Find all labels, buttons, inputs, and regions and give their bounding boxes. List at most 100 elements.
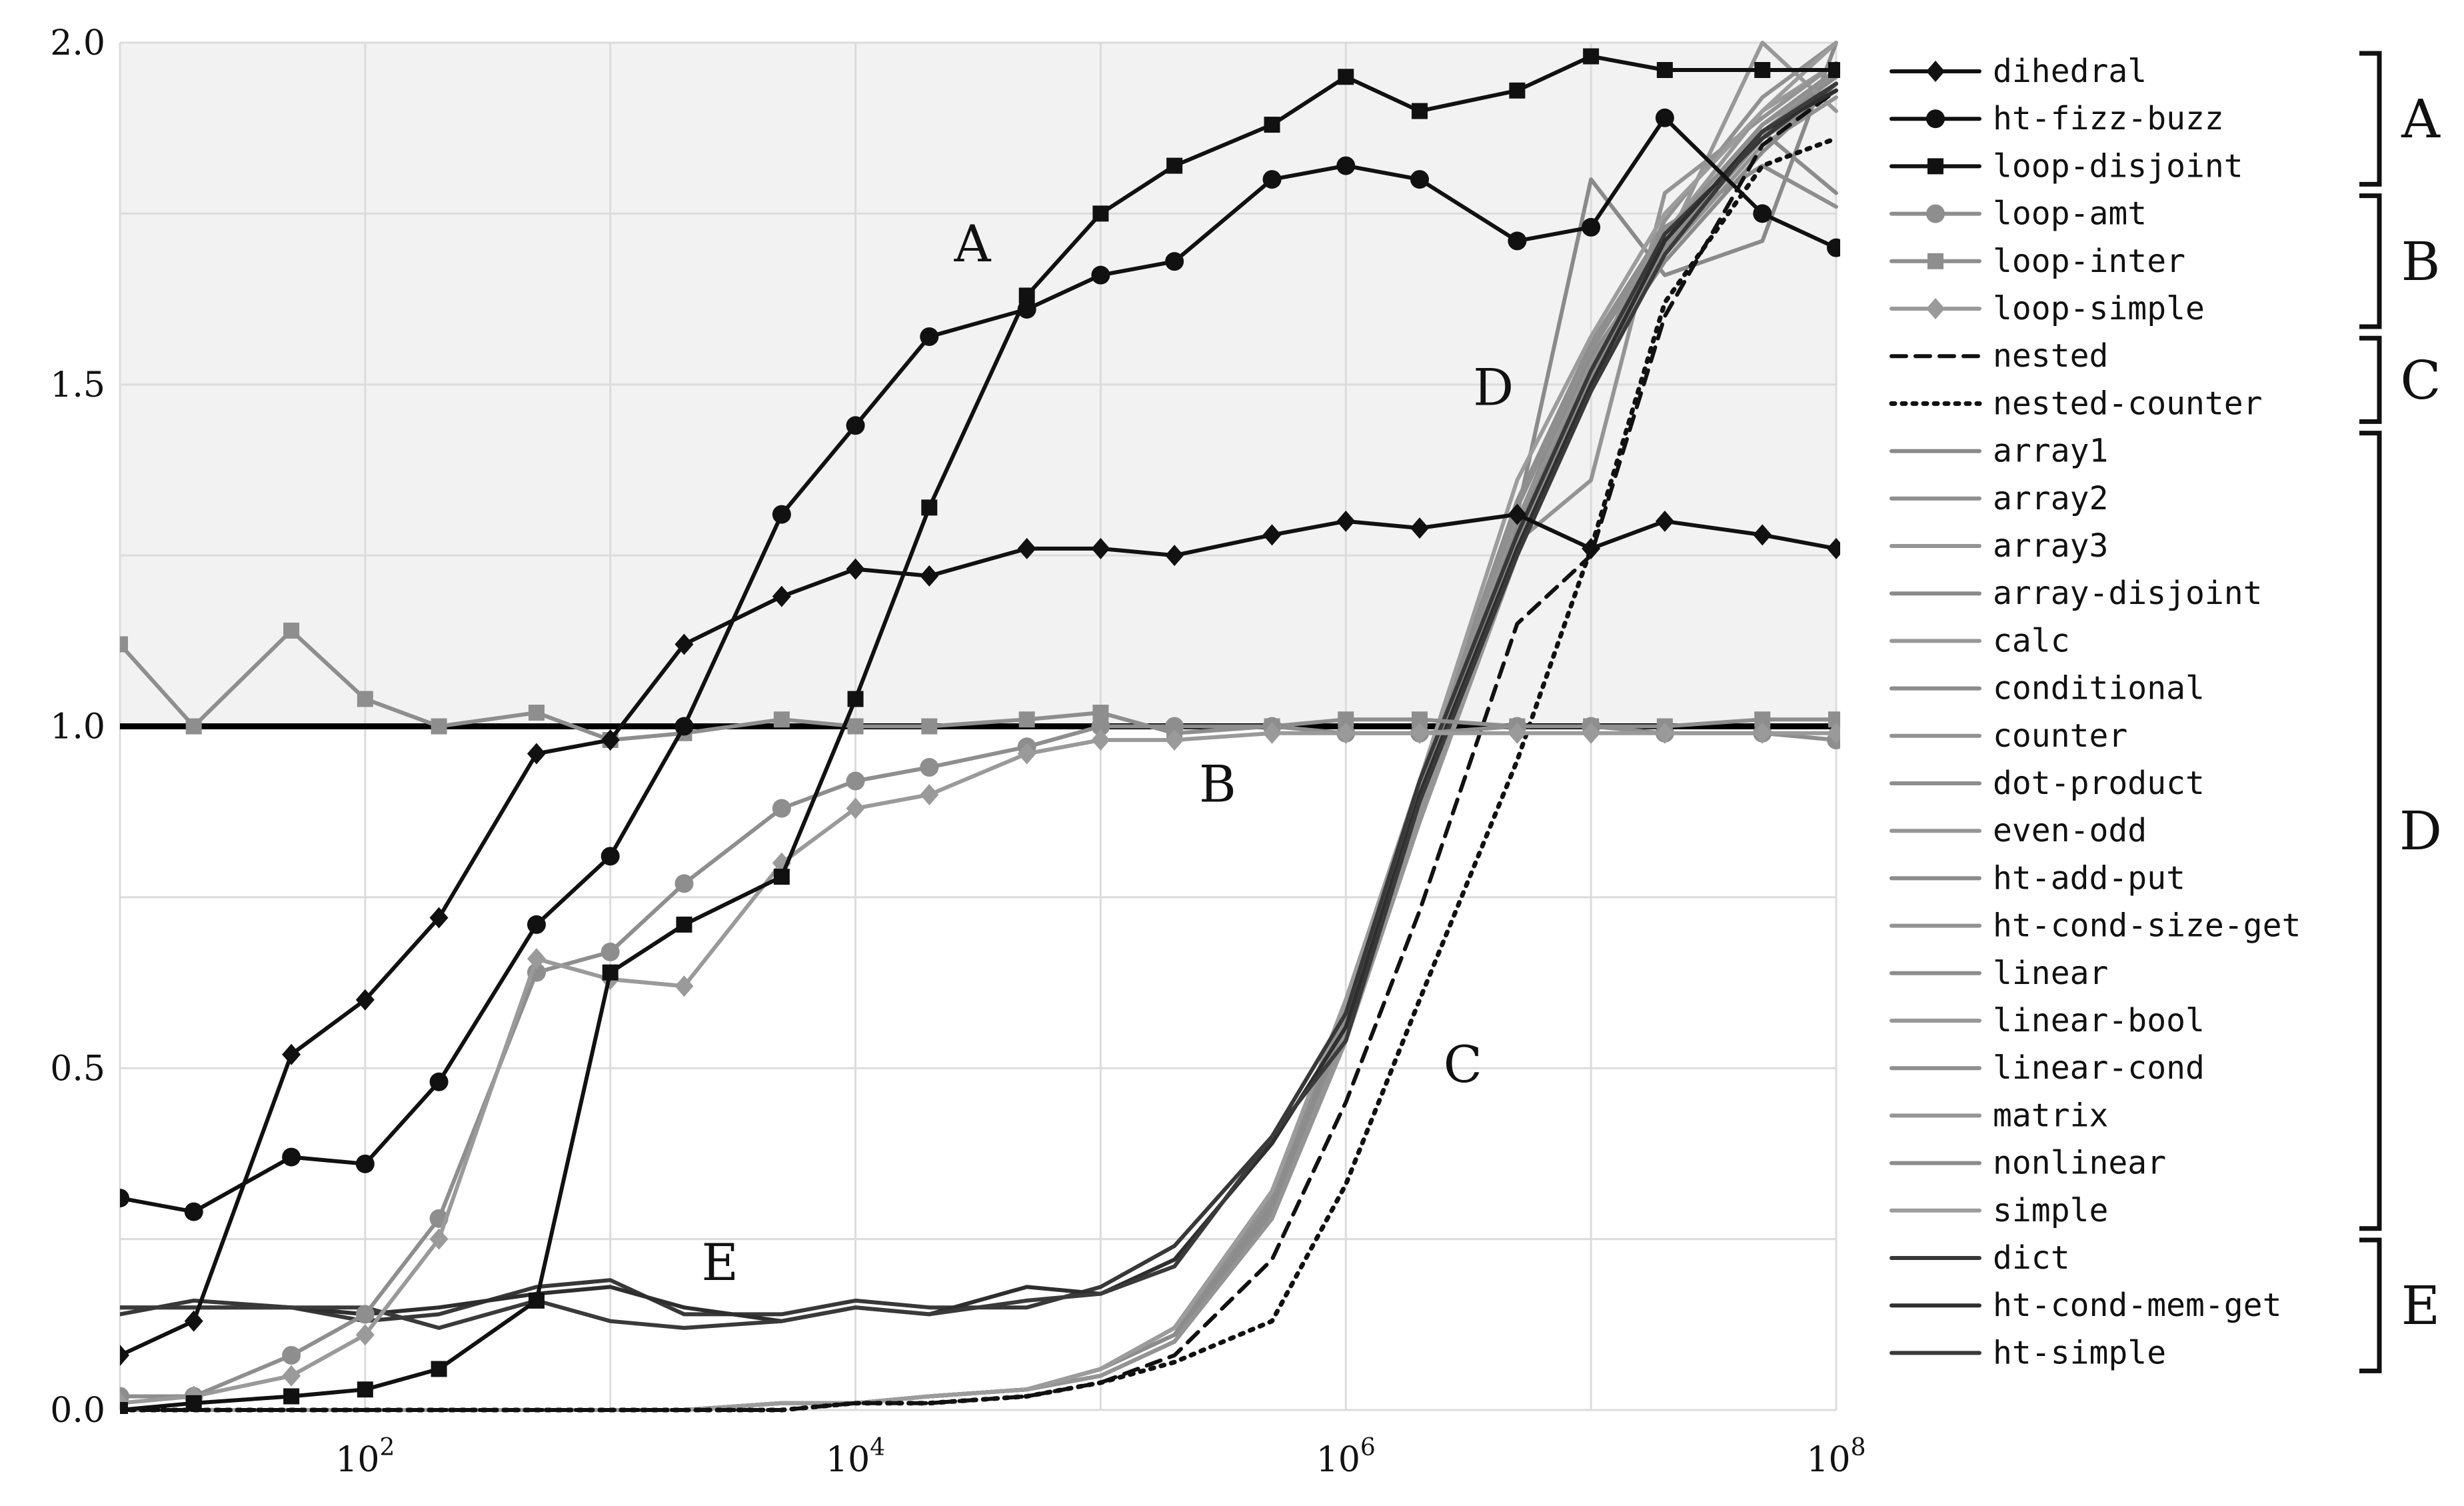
data-point-loop-disjoint	[602, 964, 618, 981]
data-point-dihedral	[184, 1310, 203, 1332]
legend-item-nested-counter: nested-counter	[1889, 385, 2263, 422]
legend-label: ht-cond-mem-get	[1993, 1287, 2281, 1324]
data-point-loop-disjoint	[921, 499, 938, 516]
data-point-loop-disjoint	[283, 1388, 300, 1405]
data-point-loop-simple	[527, 948, 546, 970]
data-point-dihedral	[1655, 510, 1674, 532]
data-point-loop-amt	[920, 758, 939, 777]
data-point-loop-simple	[1582, 722, 1601, 744]
group-label: C	[2400, 349, 2441, 411]
data-point-loop-disjoint	[1338, 69, 1354, 85]
data-point-ht-fizz-buzz	[120, 1189, 129, 1208]
data-point-loop-amt	[772, 799, 791, 818]
data-point-dihedral	[282, 1043, 301, 1065]
legend-item-array2: array2	[1889, 480, 2108, 517]
series-ht-simple	[120, 81, 1838, 1330]
series-ht-cond-mem-get	[120, 88, 1838, 1323]
legend: dihedral ht-fizz-buzz loop-disjoint loop-am…	[1889, 51, 2442, 1373]
data-point-dihedral	[920, 565, 939, 587]
data-point-ht-fizz-buzz	[1508, 231, 1527, 251]
legend-item-ht-add-put: ht-add-put	[1889, 859, 2185, 897]
annotation-D: D	[1473, 358, 1514, 417]
legend-item-linear-bool: linear-bool	[1889, 1002, 2205, 1039]
group-bracket	[2359, 51, 2382, 187]
data-point-ht-fizz-buzz	[527, 915, 546, 934]
x-tick-label: 106	[1316, 1434, 1376, 1480]
data-point-ht-fizz-buzz	[355, 1154, 375, 1173]
legend-item-dihedral: dihedral	[1889, 53, 2147, 90]
data-point-loop-disjoint	[676, 916, 692, 933]
annotation-B: B	[1199, 754, 1236, 813]
series-ht-fizz-buzz	[120, 108, 1840, 1221]
legend-label: nested-counter	[1993, 385, 2263, 422]
legend-item-loop-simple: loop-simple	[1889, 290, 2205, 327]
legend-label: loop-inter	[1993, 243, 2185, 280]
data-point-loop-disjoint	[1828, 62, 1840, 79]
data-point-loop-inter	[120, 636, 128, 653]
group-bracket	[2359, 431, 2382, 1231]
legend-item-loop-inter: loop-inter	[1889, 243, 2185, 280]
legend-item-nested: nested	[1889, 337, 2108, 375]
data-point-loop-inter	[1828, 711, 1840, 728]
legend-marker-loop-amt	[1926, 204, 1945, 223]
data-point-ht-fizz-buzz	[1336, 156, 1356, 175]
group-label: D	[2399, 800, 2442, 862]
data-point-loop-amt	[601, 942, 620, 961]
data-point-loop-disjoint	[431, 1361, 447, 1377]
legend-label: counter	[1993, 717, 2127, 755]
data-point-loop-inter	[431, 718, 447, 735]
legend-label: loop-disjoint	[1993, 147, 2243, 185]
data-point-ht-fizz-buzz	[1582, 217, 1601, 237]
data-point-ht-fizz-buzz	[282, 1147, 301, 1167]
data-point-loop-amt	[355, 1305, 375, 1324]
data-point-loop-amt	[674, 874, 694, 893]
data-point-loop-disjoint	[1264, 117, 1280, 133]
legend-label: array1	[1993, 433, 2108, 470]
series-line-loop-inter	[120, 628, 1838, 742]
data-point-loop-amt	[846, 771, 865, 791]
group-label: E	[2401, 1275, 2440, 1337]
series-line-ht-cond-mem-get	[120, 88, 1838, 1323]
legend-item-ht-cond-mem-get: ht-cond-mem-get	[1889, 1287, 2281, 1324]
data-point-loop-inter	[773, 711, 790, 728]
series-line-loop-disjoint	[120, 54, 1838, 1412]
legend-item-loop-amt: loop-amt	[1889, 195, 2147, 233]
legend-group-C: C	[2359, 335, 2441, 424]
data-point-loop-disjoint	[1509, 82, 1526, 99]
data-point-loop-inter	[185, 718, 202, 735]
data-point-loop-inter	[1092, 704, 1109, 721]
legend-item-calc: calc	[1889, 622, 2070, 659]
legend-label: even-odd	[1993, 812, 2147, 849]
data-point-loop-disjoint	[357, 1381, 373, 1398]
data-point-loop-simple	[1753, 722, 1772, 744]
data-point-dihedral	[429, 907, 449, 929]
data-point-loop-inter	[921, 718, 938, 735]
data-point-ht-fizz-buzz	[1091, 265, 1110, 285]
annotation-E: E	[701, 1233, 738, 1292]
legend-item-conditional: conditional	[1889, 670, 2205, 707]
data-point-dihedral	[1336, 510, 1356, 532]
data-point-loop-disjoint	[1166, 157, 1183, 174]
legend-label: ht-add-put	[1993, 859, 2185, 897]
legend-label: dihedral	[1993, 53, 2147, 90]
legend-label: loop-amt	[1993, 195, 2147, 233]
series-line-ht-simple	[120, 81, 1838, 1330]
data-point-loop-disjoint	[1656, 62, 1673, 79]
legend-item-simple: simple	[1889, 1192, 2108, 1229]
legend-item-ht-cond-size-get: ht-cond-size-get	[1889, 907, 2301, 945]
data-point-ht-fizz-buzz	[1410, 170, 1430, 189]
data-point-ht-fizz-buzz	[429, 1072, 449, 1091]
legend-item-nonlinear: nonlinear	[1889, 1145, 2166, 1182]
legend-label: array-disjoint	[1993, 575, 2263, 612]
legend-label: array2	[1993, 480, 2108, 517]
legend-item-even-odd: even-odd	[1889, 812, 2147, 849]
legend-label: linear	[1993, 955, 2108, 992]
data-point-dihedral	[1017, 537, 1036, 559]
data-point-loop-simple	[1262, 722, 1282, 744]
legend-item-linear-cond: linear-cond	[1889, 1049, 2205, 1087]
legend-label: linear-cond	[1993, 1049, 2205, 1087]
legend-item-ht-fizz-buzz: ht-fizz-buzz	[1889, 100, 2224, 137]
legend-marker-dihedral	[1926, 61, 1945, 82]
group-bracket	[2359, 335, 2382, 424]
legend-label: ht-cond-size-get	[1993, 907, 2301, 945]
